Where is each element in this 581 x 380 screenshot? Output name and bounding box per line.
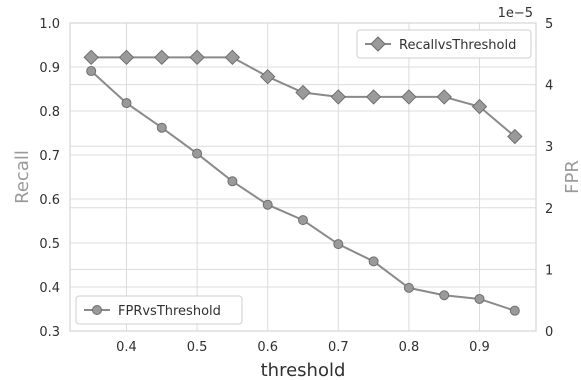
y2-axis-label: FPR bbox=[562, 160, 581, 194]
recallvsthreshold-point bbox=[401, 89, 417, 105]
y-tick-label: 0.9 bbox=[39, 61, 60, 76]
fprvsthreshold-legend-label: FPRvsThreshold bbox=[118, 304, 221, 319]
y-tick-label: 0.8 bbox=[39, 105, 60, 120]
y-tick-label: 0.6 bbox=[39, 193, 60, 208]
x-tick-label: 0.7 bbox=[328, 340, 349, 355]
y2-offset-label: 1e−5 bbox=[498, 6, 533, 21]
fprvsthreshold-point bbox=[474, 293, 485, 304]
fprvsthreshold-point bbox=[333, 239, 344, 250]
fprvsthreshold-point bbox=[298, 215, 308, 226]
recallvsthreshold-legend-label: RecallvsThreshold bbox=[399, 38, 516, 53]
y-tick-label: 0.4 bbox=[39, 281, 60, 296]
x-tick-label: 0.4 bbox=[116, 340, 137, 355]
recallvsthreshold-point bbox=[507, 128, 523, 145]
fprvsthreshold-point bbox=[227, 176, 238, 187]
x-tick-label: 0.9 bbox=[469, 340, 490, 355]
fprvsthreshold-legend-marker bbox=[92, 305, 102, 315]
recallvsthreshold-point bbox=[259, 68, 276, 85]
recallvsthreshold-legend-marker bbox=[370, 36, 386, 52]
y2-tick-label: 2 bbox=[545, 202, 553, 217]
recallvsthreshold-point bbox=[83, 49, 99, 66]
y-tick-label: 0.5 bbox=[39, 237, 60, 252]
recallvsthreshold-legend bbox=[356, 29, 532, 59]
recallvsthreshold-point bbox=[471, 98, 488, 115]
x-tick-label: 0.5 bbox=[187, 340, 208, 355]
y2-tick-label: 1 bbox=[545, 263, 553, 278]
recallvsthreshold-point bbox=[295, 84, 311, 101]
fprvsthreshold-legend bbox=[75, 295, 243, 325]
fprvsthreshold-point bbox=[192, 148, 203, 159]
y-axis-label: Recall bbox=[12, 150, 33, 204]
fprvsthreshold-point bbox=[86, 66, 97, 77]
recallvsthreshold-point bbox=[224, 49, 241, 66]
x-tick-label: 0.8 bbox=[399, 340, 420, 355]
recallvsthreshold-point bbox=[330, 89, 347, 105]
recallvsthreshold-point bbox=[189, 49, 205, 66]
fprvsthreshold-line bbox=[90, 70, 516, 312]
recallvsthreshold-point bbox=[118, 49, 135, 66]
fprvsthreshold-point bbox=[156, 122, 167, 133]
recallvsthreshold-point bbox=[154, 49, 170, 66]
fprvsthreshold-point bbox=[403, 282, 414, 293]
fprvsthreshold-point bbox=[262, 199, 273, 210]
y-tick-label: 1.0 bbox=[39, 17, 60, 32]
fprvsthreshold-point bbox=[368, 256, 379, 267]
fprvsthreshold-point bbox=[509, 305, 520, 316]
y2-tick-label: 3 bbox=[545, 140, 553, 155]
x-tick-label: 0.6 bbox=[257, 340, 278, 355]
fprvsthreshold-point bbox=[439, 290, 450, 301]
recallvsthreshold-point bbox=[365, 89, 382, 105]
y2-tick-label: 5 bbox=[545, 17, 553, 32]
y-tick-label: 0.7 bbox=[39, 149, 60, 164]
fprvsthreshold-point bbox=[121, 98, 132, 109]
y-tick-label: 0.3 bbox=[39, 325, 60, 340]
x-axis-label: threshold bbox=[261, 360, 346, 380]
y2-tick-label: 4 bbox=[545, 79, 553, 94]
recallvsthreshold-point bbox=[436, 89, 452, 105]
y2-tick-label: 0 bbox=[545, 325, 553, 340]
plot-frame bbox=[69, 22, 537, 332]
